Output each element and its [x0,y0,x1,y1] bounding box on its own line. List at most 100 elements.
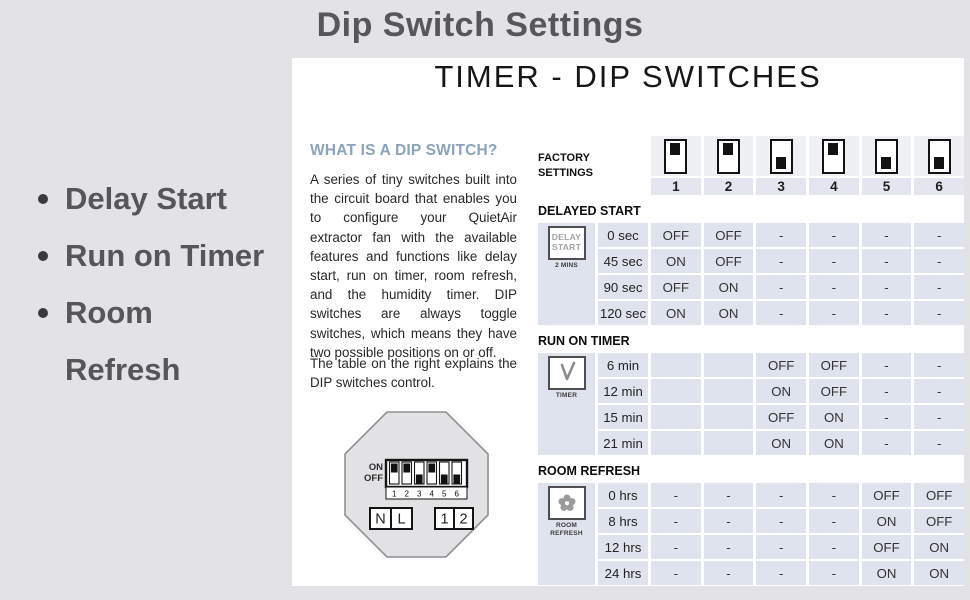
section-rows: DELAY START 2 MINS 0 sec OFF OFF - - - -45 sec ON O… [538,223,964,325]
dip-switch [451,461,463,485]
switch-value-cell: - [703,483,754,507]
terminal-label: N [375,512,385,528]
switch-number-strip [385,486,468,500]
switch-value-cell [651,405,701,429]
switch-number: 3 [417,490,422,499]
feature-label: Run on Timer [65,238,265,273]
switch-value-cell: - [809,275,859,299]
dip-switch [388,461,400,485]
switch-value-cell: - [651,535,701,559]
switch-value-cell [651,379,701,403]
switch-value-cell: - [861,275,912,299]
terminal-label: 1 [440,512,448,528]
switch-value-cell [703,353,754,377]
content-panel: TIMER - DIP SWITCHES WHAT IS A DIP SWITC… [292,58,964,586]
icon-box-label: START [551,242,582,252]
switch-value-cell: - [914,301,964,325]
icon-box-label: DELAY [551,232,582,243]
switch-value-cell: ON [809,405,859,429]
row-label-cell: 0 hrs [598,483,648,507]
switch-value-cell: - [914,353,964,377]
dip-switch-knob [428,463,436,473]
switch-number: 2 [405,490,410,499]
switch-value-cell: ON [914,561,964,585]
feature-item: Room Refresh [36,284,288,398]
switch-value-cell: - [861,379,912,403]
switch-value-cell: OFF [651,223,701,247]
about-paragraph-1: A series of tiny switches built into the… [310,172,517,360]
section-rows: ROOM REFRESH 0 hrs - - - - OFF OFF 8 hrs - - - - ON OF… [538,483,964,585]
section-title: ROOM REFRESH [538,464,641,478]
icon-caption: ROOM REFRESH [550,522,583,538]
dip-switch-icon-on [716,138,740,174]
bullet-dot [38,194,48,204]
switch-value-cell: - [861,223,912,247]
switch-value-cell: - [703,561,754,585]
switch-value-cell [651,431,701,455]
column-number-cell: 5 [861,178,912,195]
column-number-cell: 1 [651,178,701,195]
factory-switch-cell [703,136,754,176]
switch-value-cell: OFF [756,405,806,429]
row-label-cell: 8 hrs [598,509,648,533]
dip-switch-knob [403,463,411,473]
switch-value-cell: ON [756,431,806,455]
terminal-label: L [397,512,405,528]
switch-value-cell: - [861,301,912,325]
switch-value-cell: - [861,353,912,377]
switch-value-cell: - [914,405,964,429]
switch-number: 1 [392,490,397,499]
switch-value-cell: - [809,535,859,559]
dip-switch [413,461,425,485]
dip-switch-icon-on [664,138,688,174]
factory-switch-cell [914,136,964,176]
switch-value-cell: - [756,483,806,507]
switch-value-cell [703,431,754,455]
switch-value-cell: - [861,431,912,455]
row-label-cell: 12 min [598,379,648,403]
switch-value-cell: ON [809,431,859,455]
factory-switch-cell [756,136,806,176]
switch-value-cell: - [703,509,754,533]
section-icon-cell: DELAY START 2 MINS [538,223,595,325]
switch-value-cell: - [756,223,806,247]
column-number-cell: 2 [703,178,754,195]
bullet-dot [38,251,48,261]
row-label-cell: 12 hrs [598,535,648,559]
switch-value-cell: - [914,379,964,403]
factory-switch-cell [861,136,912,176]
dip-switch-icon-off [927,138,951,174]
switch-value-cell: - [809,223,859,247]
switch-value-cell: OFF [703,223,754,247]
off-label: OFF [364,473,383,484]
feature-label: Room Refresh [65,295,181,387]
switch-value-cell [651,353,701,377]
switch-value-cell: - [809,249,859,273]
column-number-cell: 4 [809,178,859,195]
switch-value-cell: ON [703,301,754,325]
switch-value-cell [703,405,754,429]
icon-caption: 2 MINS [555,262,578,269]
dip-switch-knob [415,474,423,484]
row-label-cell: 0 sec [598,223,648,247]
switch-value-cell: - [809,561,859,585]
switch-value-cell: - [914,249,964,273]
feature-list: Delay Start Run on Timer Room Refresh [36,170,288,398]
on-label: ON [369,462,383,473]
switch-value-cell: OFF [914,483,964,507]
dip-switch-knob [440,474,448,484]
terminal-box [390,507,413,530]
switch-value-cell: OFF [861,483,912,507]
page-title: Dip Switch Settings [316,6,644,44]
about-heading: WHAT IS A DIP SWITCH? [310,142,498,159]
switch-value-cell: ON [861,509,912,533]
feature-item: Delay Start [36,170,288,227]
switch-value-cell: ON [914,535,964,559]
switch-value-cell: OFF [756,353,806,377]
section-title: DELAYED START [538,204,641,218]
switch-value-cell: OFF [861,535,912,559]
